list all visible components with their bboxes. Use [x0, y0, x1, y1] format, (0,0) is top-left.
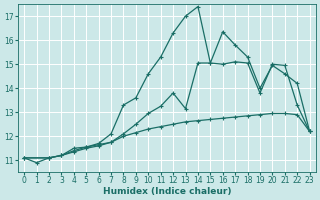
X-axis label: Humidex (Indice chaleur): Humidex (Indice chaleur) — [103, 187, 231, 196]
